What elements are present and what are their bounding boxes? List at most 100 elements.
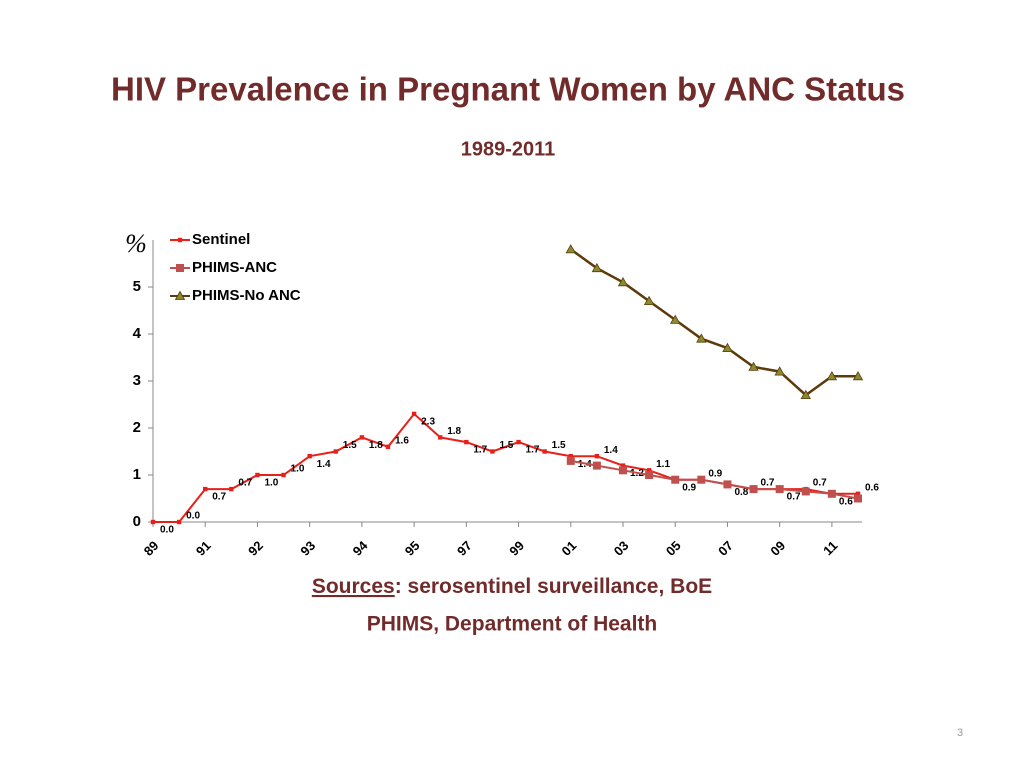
data-label: 0.6: [865, 482, 879, 493]
legend-label: PHIMS-ANC: [192, 259, 277, 276]
data-point: [697, 475, 706, 484]
data-point: [566, 456, 575, 465]
data-label: 1.4: [317, 459, 331, 470]
data-label: 1.7: [473, 445, 487, 456]
x-tick-label: 05: [663, 538, 684, 559]
data-point: [281, 472, 286, 478]
data-point: [438, 435, 443, 440]
data-point: [333, 449, 338, 454]
legend-marker: [174, 290, 186, 300]
slide-title: HIV Prevalence in Pregnant Women by ANC …: [111, 71, 905, 108]
data-point: [774, 366, 785, 376]
data-point: [854, 494, 862, 503]
data-label: 0.7: [761, 478, 775, 489]
sources-label: Sources: [312, 575, 395, 598]
x-tick-label: 95: [402, 538, 423, 559]
data-point: [826, 370, 838, 381]
x-tick-label: 01: [558, 538, 579, 559]
data-point: [671, 475, 680, 484]
data-point: [670, 314, 681, 324]
y-tick-label: 0: [133, 513, 141, 530]
data-point: [646, 468, 652, 473]
data-label: 1.5: [499, 440, 513, 451]
subtitle: 1989-2011: [461, 138, 556, 160]
data-point: [855, 491, 861, 496]
x-tick-label: 92: [245, 538, 266, 559]
data-label: 1.8: [447, 426, 461, 437]
series-line: [570, 248, 858, 397]
x-tick-label: 93: [297, 538, 318, 559]
legend-label: PHIMS-No ANC: [192, 287, 301, 304]
data-point: [591, 262, 603, 273]
y-tick-label: 3: [133, 372, 141, 389]
data-point: [411, 411, 417, 417]
data-label: 1.6: [395, 435, 409, 446]
data-point: [643, 295, 655, 305]
data-label: 0.7: [212, 492, 226, 503]
data-point: [229, 486, 234, 492]
data-point: [307, 454, 312, 459]
data-point: [359, 435, 365, 440]
data-label: 1.0: [264, 478, 278, 489]
data-label: 1.4: [604, 445, 618, 456]
x-tick-label: 07: [715, 538, 736, 559]
x-tick-label: 94: [350, 537, 371, 558]
page-number: 3: [957, 727, 963, 739]
x-tick-label: 97: [454, 538, 475, 559]
data-point: [852, 370, 864, 381]
data-point: [464, 439, 469, 445]
data-label: 0.8: [734, 487, 748, 498]
data-point: [565, 244, 576, 254]
data-point: [748, 361, 759, 371]
data-label: 1.5: [343, 440, 357, 451]
data-point: [490, 449, 495, 454]
data-point: [516, 439, 521, 445]
y-tick-label: 5: [133, 278, 141, 295]
legend-label: Sentinel: [192, 231, 250, 248]
data-label: 1.8: [369, 440, 383, 451]
sources: Sources: serosentinel surveillance, BoE: [312, 575, 712, 598]
data-point: [723, 480, 732, 489]
data-label: 0.0: [186, 511, 200, 522]
data-point: [775, 485, 784, 494]
y-tick-label: 1: [133, 466, 141, 483]
data-point: [617, 276, 629, 287]
series-line: [570, 459, 859, 500]
x-tick-label: 99: [506, 538, 527, 559]
legend-marker: [177, 237, 183, 243]
data-label: 0.7: [813, 478, 827, 489]
data-label: 0.7: [787, 492, 801, 503]
data-label: 0.6: [839, 496, 853, 507]
data-point: [150, 519, 156, 525]
data-point: [592, 461, 601, 470]
legend-marker: [176, 264, 184, 272]
data-point: [722, 342, 733, 352]
data-point: [568, 454, 573, 459]
data-point: [255, 472, 260, 478]
sources-text: : serosentinel surveillance, BoE: [395, 575, 712, 598]
x-tick-label: 91: [193, 538, 214, 559]
data-point: [542, 449, 547, 454]
data-point: [827, 489, 836, 498]
data-label: 0.9: [682, 482, 696, 493]
data-point: [620, 463, 626, 468]
data-label: 1.1: [656, 459, 670, 470]
data-label: 1.7: [526, 445, 540, 456]
series-line: [153, 412, 858, 523]
data-point: [619, 466, 627, 475]
data-point: [203, 486, 208, 492]
x-tick-label: 09: [767, 538, 788, 559]
data-point: [176, 519, 182, 525]
y-axis-label: %: [125, 229, 147, 258]
data-point: [749, 485, 758, 494]
x-tick-label: 11: [820, 538, 840, 558]
data-point: [645, 471, 654, 479]
data-point: [800, 389, 811, 399]
data-label: 2.3: [421, 417, 435, 428]
data-label: 0.0: [160, 525, 174, 536]
data-label: 0.7: [238, 478, 252, 489]
data-label: 1.0: [291, 464, 305, 475]
y-tick-label: 2: [133, 419, 141, 436]
